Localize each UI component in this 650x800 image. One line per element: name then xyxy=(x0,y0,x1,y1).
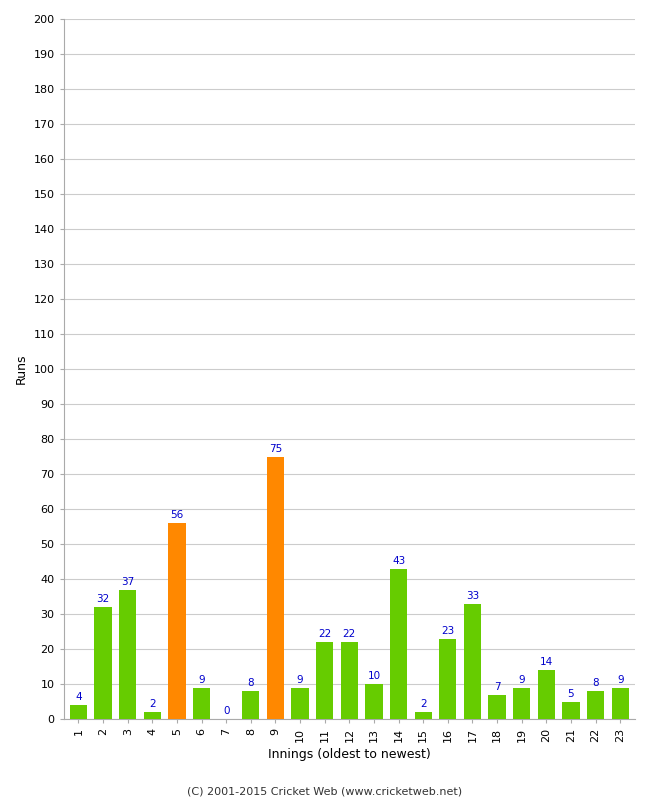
Bar xyxy=(439,638,456,719)
Bar xyxy=(291,688,309,719)
Text: 56: 56 xyxy=(170,510,183,520)
Text: (C) 2001-2015 Cricket Web (www.cricketweb.net): (C) 2001-2015 Cricket Web (www.cricketwe… xyxy=(187,786,463,796)
Bar xyxy=(168,523,186,719)
Bar xyxy=(587,691,605,719)
Text: 14: 14 xyxy=(540,658,553,667)
Bar xyxy=(415,712,432,719)
Bar xyxy=(489,694,506,719)
Bar xyxy=(341,642,358,719)
Text: 23: 23 xyxy=(441,626,454,636)
Text: 4: 4 xyxy=(75,692,82,702)
Text: 75: 75 xyxy=(269,444,282,454)
Bar xyxy=(267,457,284,719)
Bar xyxy=(365,684,383,719)
Bar xyxy=(94,607,112,719)
X-axis label: Innings (oldest to newest): Innings (oldest to newest) xyxy=(268,748,431,761)
Text: 8: 8 xyxy=(248,678,254,688)
Text: 9: 9 xyxy=(198,675,205,685)
Text: 8: 8 xyxy=(592,678,599,688)
Bar xyxy=(562,702,580,719)
Text: 7: 7 xyxy=(494,682,500,692)
Text: 2: 2 xyxy=(420,699,426,710)
Text: 9: 9 xyxy=(297,675,304,685)
Bar xyxy=(119,590,136,719)
Bar xyxy=(193,688,210,719)
Text: 0: 0 xyxy=(223,706,229,716)
Text: 9: 9 xyxy=(519,675,525,685)
Text: 9: 9 xyxy=(617,675,623,685)
Bar xyxy=(316,642,333,719)
Bar xyxy=(612,688,629,719)
Text: 22: 22 xyxy=(343,630,356,639)
Text: 32: 32 xyxy=(96,594,110,604)
Text: 5: 5 xyxy=(567,689,575,699)
Bar xyxy=(70,705,87,719)
Text: 2: 2 xyxy=(149,699,155,710)
Text: 22: 22 xyxy=(318,630,332,639)
Y-axis label: Runs: Runs xyxy=(15,354,28,384)
Bar xyxy=(538,670,555,719)
Bar xyxy=(464,604,481,719)
Text: 10: 10 xyxy=(367,671,380,682)
Bar xyxy=(144,712,161,719)
Bar xyxy=(242,691,259,719)
Text: 33: 33 xyxy=(466,591,479,601)
Bar xyxy=(390,569,407,719)
Text: 37: 37 xyxy=(121,577,135,587)
Text: 43: 43 xyxy=(392,556,405,566)
Bar xyxy=(513,688,530,719)
